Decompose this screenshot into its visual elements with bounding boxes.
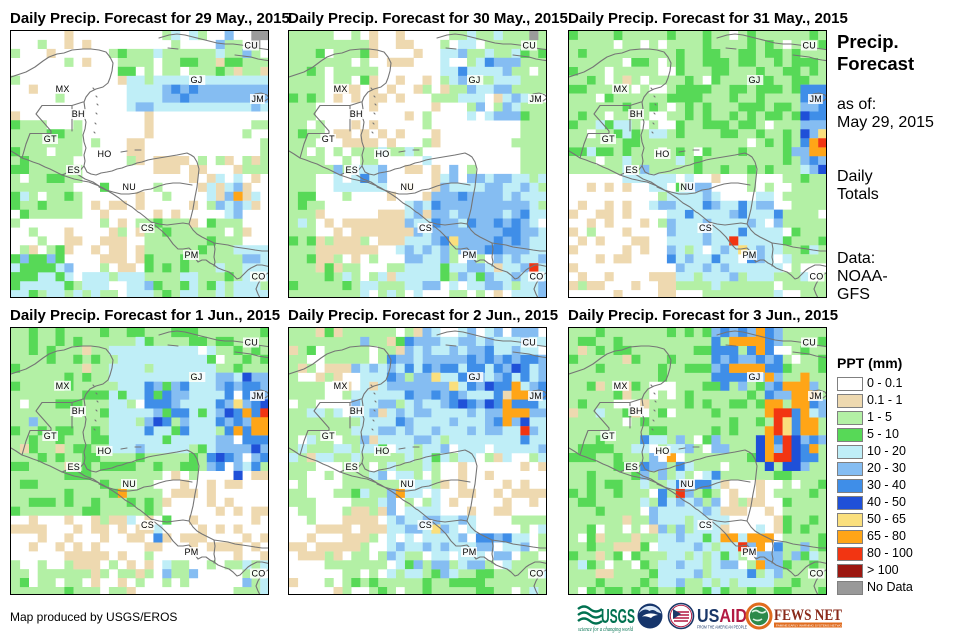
svg-text:USAID: USAID (697, 606, 747, 626)
svg-text:FROM THE AMERICAN PEOPLE: FROM THE AMERICAN PEOPLE (697, 625, 747, 630)
svg-text:FEWS NET: FEWS NET (774, 607, 842, 624)
svg-text:USGS: USGS (601, 606, 635, 628)
svg-text:science for a changing world: science for a changing world (578, 626, 634, 633)
svg-text:FAMINE EARLY WARNING SYSTEMS N: FAMINE EARLY WARNING SYSTEMS NETWORK (776, 624, 847, 628)
